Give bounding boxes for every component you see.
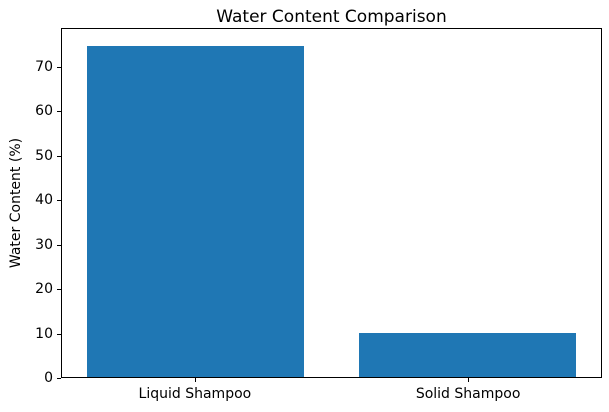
x-tick-mark-liquid-shampoo [194, 378, 196, 382]
y-tick-label-50: 50 [35, 147, 53, 164]
y-tick-mark-0 [57, 378, 61, 379]
y-tick-mark-40 [57, 200, 61, 202]
y-tick-label-30: 30 [35, 236, 53, 253]
chart-title: Water Content Comparison [216, 7, 447, 27]
x-tick-mark-solid-shampoo [468, 378, 470, 382]
y-tick-label-0: 0 [44, 370, 53, 386]
y-tick-label-10: 10 [35, 325, 53, 342]
y-tick-mark-60 [57, 111, 61, 113]
y-tick-mark-70 [57, 66, 61, 68]
bar-liquid-shampoo [86, 45, 305, 377]
y-tick-mark-10 [57, 333, 61, 335]
bar-solid-shampoo [358, 332, 577, 377]
y-tick-mark-30 [57, 244, 61, 246]
y-tick-label-20: 20 [35, 281, 53, 298]
y-tick-label-40: 40 [35, 192, 53, 209]
x-tick-label-liquid-shampoo: Liquid Shampoo [138, 386, 252, 402]
x-tick-label-solid-shampoo: Solid Shampoo [415, 386, 521, 402]
y-tick-label-60: 60 [35, 103, 53, 120]
y-tick-label-70: 70 [35, 58, 53, 75]
plot-area [61, 28, 602, 378]
y-tick-mark-50 [57, 155, 61, 157]
y-tick-mark-20 [57, 289, 61, 291]
